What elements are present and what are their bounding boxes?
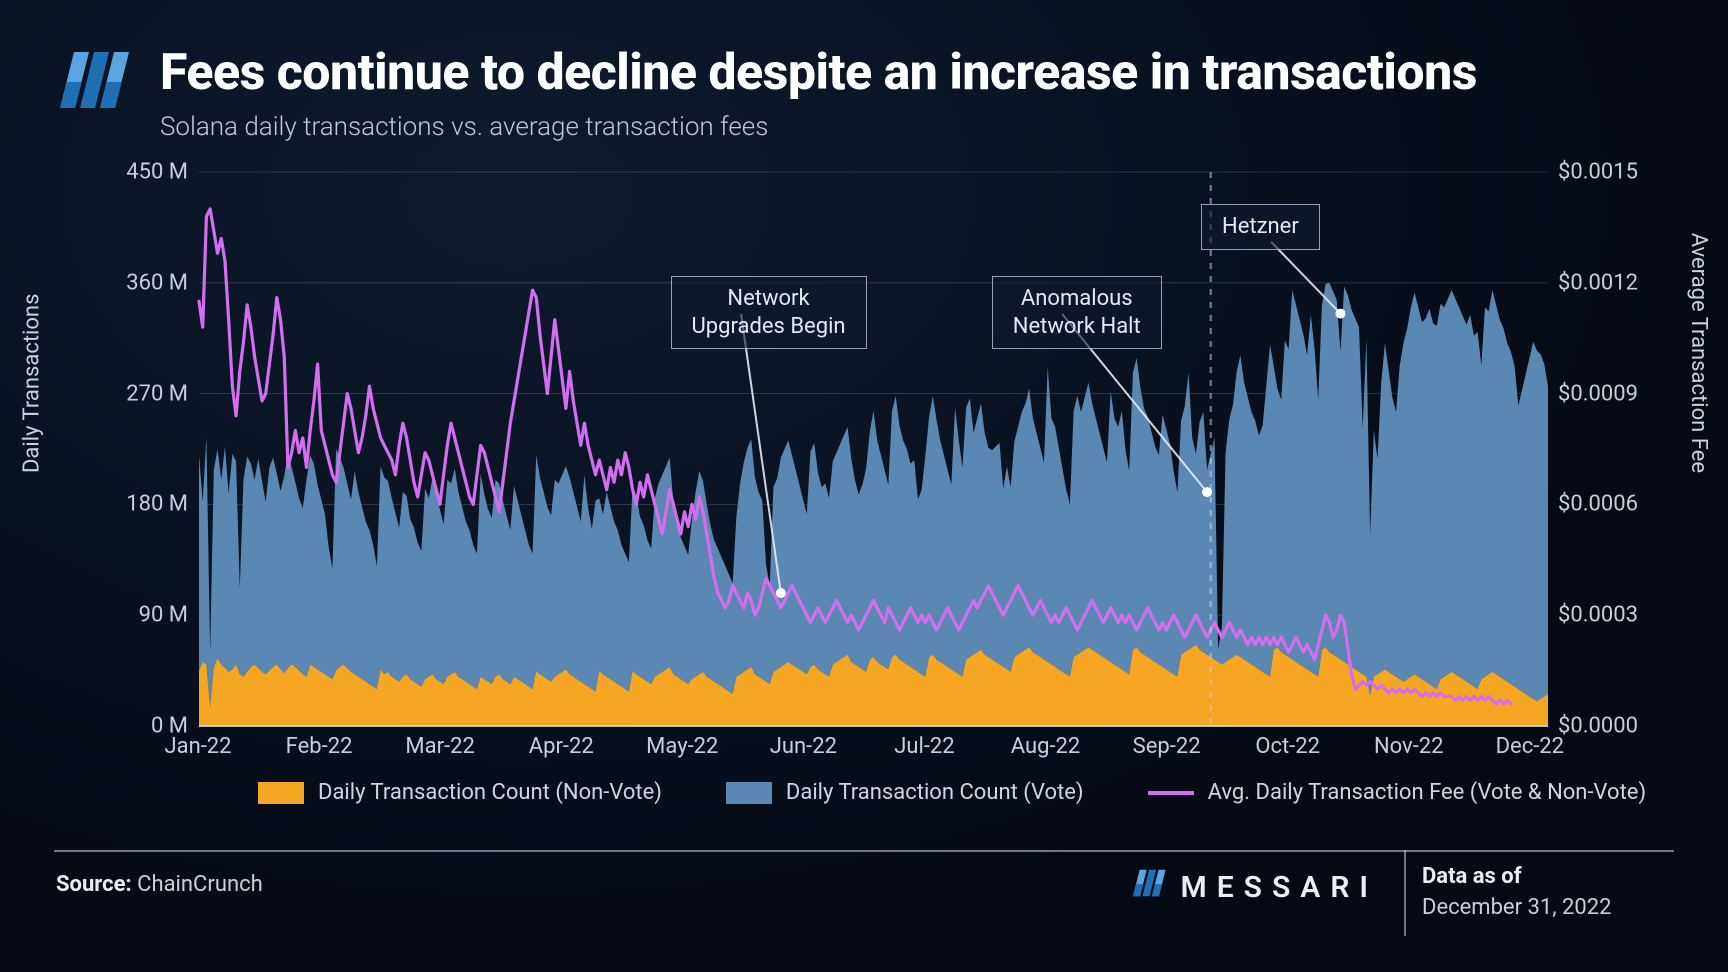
footer-separator <box>1404 850 1406 936</box>
source-value: ChainCrunch <box>137 872 263 897</box>
annotation-box: AnomalousNetwork Halt <box>992 276 1162 349</box>
x-tick: Jul-22 <box>894 734 954 759</box>
source: Source: ChainCrunch <box>56 872 263 897</box>
chart-subtitle: Solana daily transactions vs. average tr… <box>160 112 1477 142</box>
legend-label: Avg. Daily Transaction Fee (Vote & Non-V… <box>1208 780 1647 805</box>
y2-tick: $0.0006 <box>1558 492 1638 517</box>
messari-logo-icon <box>1133 866 1167 908</box>
y-tick: 360 M <box>126 270 188 295</box>
y-tick: 270 M <box>126 381 188 406</box>
chart-title: Fees continue to decline despite an incr… <box>160 44 1477 102</box>
data-as-of: Data as of December 31, 2022 <box>1422 864 1672 920</box>
x-tick: Dec-22 <box>1496 734 1564 759</box>
legend-swatch-box <box>258 782 304 804</box>
legend-swatch-box <box>726 782 772 804</box>
y2-tick: $0.0012 <box>1558 270 1638 295</box>
footer-brand-text: MESSARI <box>1181 870 1379 905</box>
x-tick: Jan-22 <box>164 734 231 759</box>
asof-label: Data as of <box>1422 864 1672 889</box>
y-tick: 90 M <box>139 603 188 628</box>
chart: Daily Transactions Average Transaction F… <box>60 172 1670 774</box>
y-axis-title-right: Average Transaction Fee <box>1686 233 1711 473</box>
footer-brand: MESSARI <box>1133 866 1379 908</box>
legend-item: Daily Transaction Count (Non-Vote) <box>258 780 662 805</box>
footer-rule <box>54 850 1674 852</box>
legend-swatch-line <box>1148 791 1194 795</box>
x-tick: Oct-22 <box>1255 734 1320 759</box>
x-tick: Mar-22 <box>405 734 474 759</box>
y-axis-title-left: Daily Transactions <box>20 294 45 473</box>
source-label: Source: <box>56 872 132 897</box>
y2-tick: $0.0003 <box>1558 603 1638 628</box>
annotation-box: NetworkUpgrades Begin <box>671 276 867 349</box>
x-tick: Sep-22 <box>1133 734 1201 759</box>
y-tick: 450 M <box>126 160 188 185</box>
y2-tick: $0.0000 <box>1558 714 1638 739</box>
legend: Daily Transaction Count (Non-Vote) Daily … <box>258 780 1646 805</box>
legend-item: Daily Transaction Count (Vote) <box>726 780 1084 805</box>
legend-label: Daily Transaction Count (Vote) <box>786 780 1084 805</box>
x-tick: Jun-22 <box>770 734 837 759</box>
x-tick: Feb-22 <box>286 734 353 759</box>
x-tick: May-22 <box>646 734 718 759</box>
plot-area <box>198 172 1548 726</box>
annotation-box: Hetzner <box>1201 204 1320 250</box>
y-tick: 180 M <box>126 492 188 517</box>
asof-value: December 31, 2022 <box>1422 895 1672 920</box>
x-tick: Aug-22 <box>1011 734 1081 759</box>
x-tick: Apr-22 <box>529 734 594 759</box>
y2-tick: $0.0015 <box>1558 160 1638 185</box>
legend-label: Daily Transaction Count (Non-Vote) <box>318 780 662 805</box>
messari-logo-icon <box>60 44 132 116</box>
y2-tick: $0.0009 <box>1558 381 1638 406</box>
header: Fees continue to decline despite an incr… <box>60 44 1477 142</box>
legend-item: Avg. Daily Transaction Fee (Vote & Non-V… <box>1148 780 1647 805</box>
x-tick: Nov-22 <box>1374 734 1444 759</box>
